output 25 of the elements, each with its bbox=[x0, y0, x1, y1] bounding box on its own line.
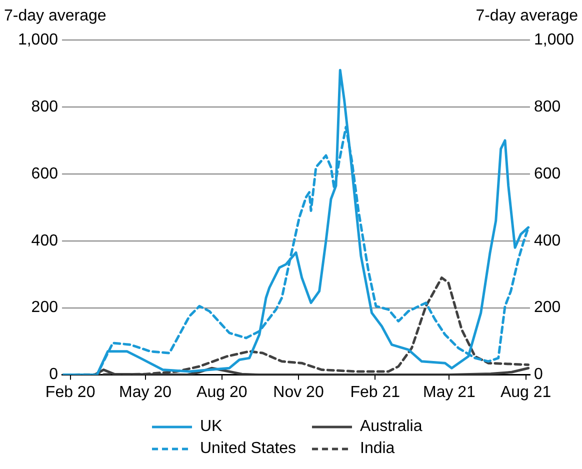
y-tick-label: 200 bbox=[31, 299, 58, 316]
y2-axis-title: 7-day average bbox=[476, 7, 578, 24]
x-tick-label: Aug 20 bbox=[196, 384, 248, 401]
y2-tick-label: 0 bbox=[534, 366, 543, 384]
y2-tick-label: 200 bbox=[534, 299, 561, 316]
x-tick-label: Feb 21 bbox=[350, 384, 400, 401]
x-tick-label: Nov 20 bbox=[273, 384, 324, 401]
x-tick-label: Aug 21 bbox=[500, 384, 552, 401]
y-tick-label: 800 bbox=[31, 98, 58, 116]
y-tick-label: 600 bbox=[31, 165, 58, 182]
y-axis-title: 7-day average bbox=[4, 7, 106, 24]
x-tick-label: May 20 bbox=[119, 384, 172, 401]
x-tick-label: Feb 20 bbox=[45, 384, 96, 401]
legend-label: India bbox=[360, 440, 395, 458]
legend-label: Australia bbox=[360, 418, 422, 436]
legend-label: United States bbox=[200, 440, 296, 458]
y2-tick-label: 400 bbox=[534, 232, 561, 250]
legend-label: UK bbox=[200, 418, 222, 436]
y-tick-label: 400 bbox=[31, 232, 58, 250]
y-tick-label: 1,000 bbox=[18, 31, 58, 48]
y2-tick-label: 1,000 bbox=[534, 31, 574, 48]
y2-tick-label: 800 bbox=[534, 98, 561, 116]
y2-tick-label: 600 bbox=[534, 165, 561, 182]
x-tick-label: May 21 bbox=[422, 384, 476, 401]
y-tick-label: 0 bbox=[49, 366, 58, 384]
